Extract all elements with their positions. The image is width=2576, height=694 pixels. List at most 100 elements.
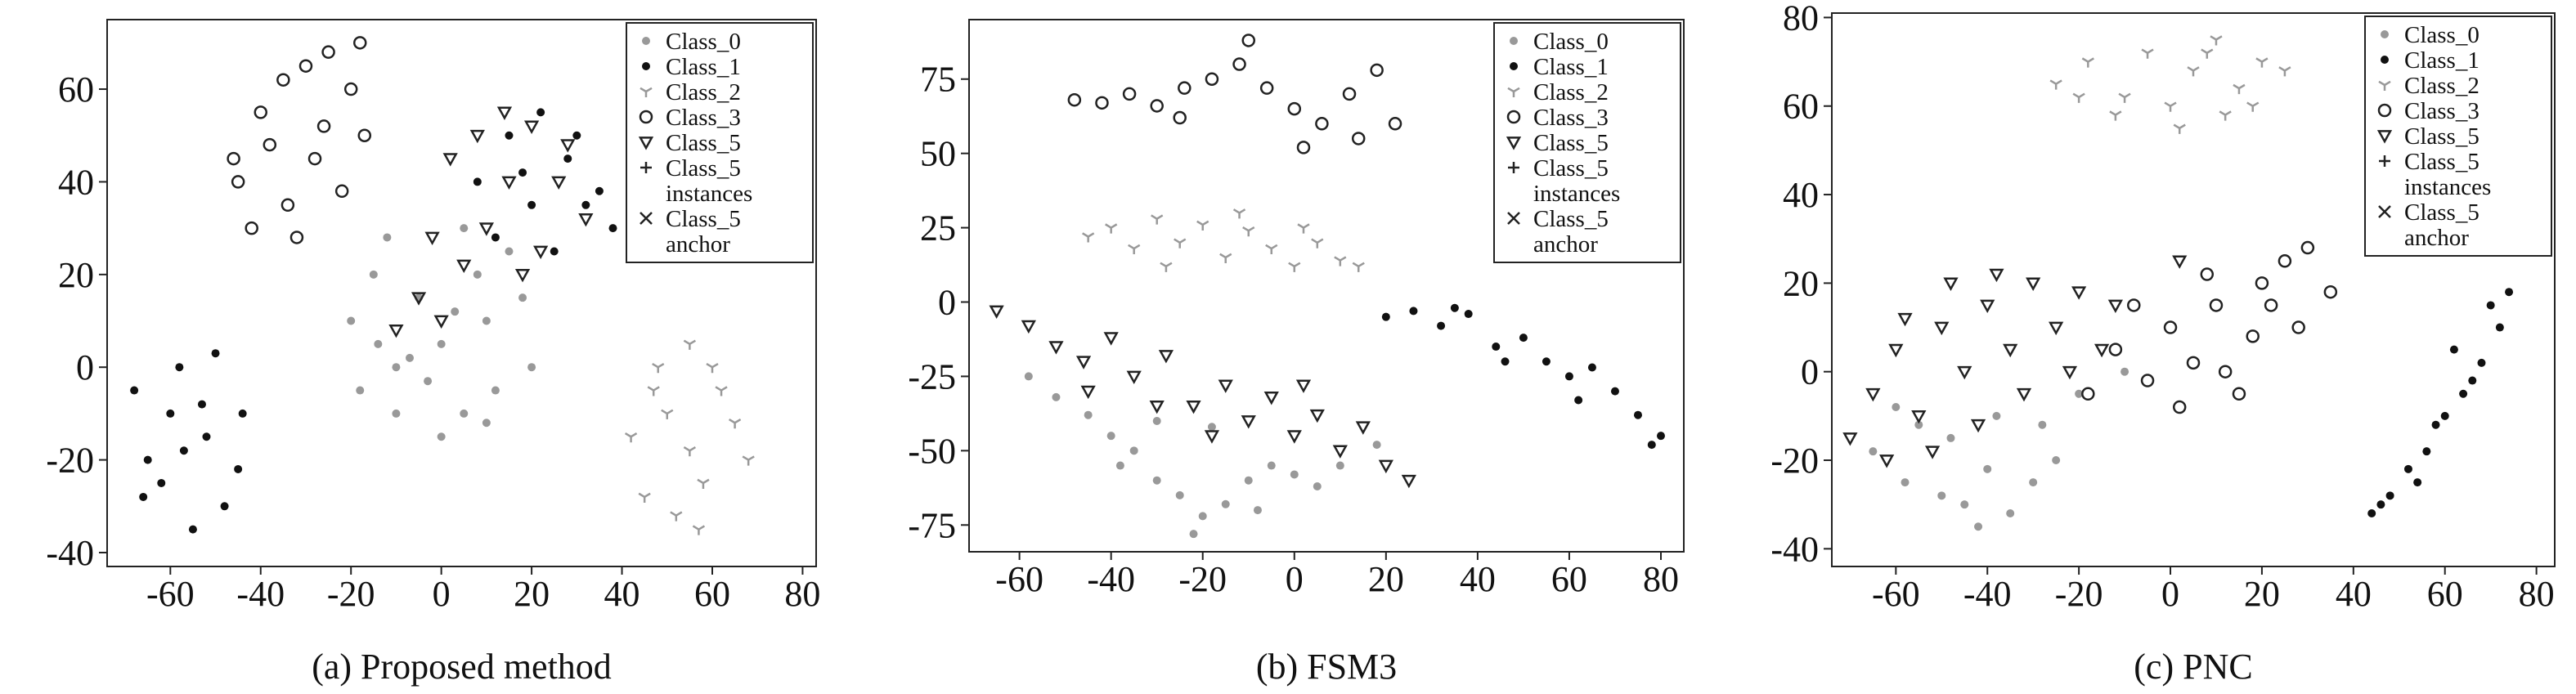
point bbox=[1334, 256, 1347, 266]
y-tick-label: -20 bbox=[46, 441, 94, 481]
point bbox=[437, 339, 446, 348]
point bbox=[2172, 255, 2188, 269]
point bbox=[560, 139, 576, 153]
point bbox=[1542, 357, 1551, 366]
point bbox=[1519, 334, 1528, 343]
point bbox=[2413, 478, 2422, 487]
y-tick-label: 40 bbox=[58, 162, 94, 202]
point bbox=[1158, 350, 1174, 364]
point bbox=[234, 464, 243, 473]
point bbox=[2140, 374, 2155, 387]
y-tick-label: 40 bbox=[1783, 175, 1819, 215]
point bbox=[2477, 358, 2486, 367]
point bbox=[1914, 420, 1923, 429]
point bbox=[2164, 101, 2177, 112]
point bbox=[2107, 299, 2124, 314]
point bbox=[139, 492, 148, 501]
point bbox=[581, 200, 590, 209]
point bbox=[245, 221, 258, 235]
legend-label: Class_5 instances bbox=[666, 155, 752, 207]
legend-label: Class_2 bbox=[666, 79, 741, 105]
legend-label: Class_5 instances bbox=[2404, 149, 2491, 200]
point bbox=[2403, 464, 2412, 473]
legend-marker bbox=[2377, 103, 2392, 118]
point bbox=[1122, 87, 1137, 101]
legend-label: Class_2 bbox=[1533, 79, 1609, 105]
x-tick-label: -20 bbox=[327, 574, 375, 614]
point bbox=[989, 305, 1004, 319]
legend-marker bbox=[640, 212, 653, 225]
point bbox=[1267, 461, 1276, 470]
point bbox=[1149, 400, 1165, 414]
point bbox=[1332, 445, 1348, 459]
point bbox=[2468, 376, 2477, 385]
point bbox=[356, 386, 365, 395]
point bbox=[1151, 214, 1164, 225]
point bbox=[527, 200, 536, 209]
point bbox=[514, 268, 531, 283]
point bbox=[2200, 267, 2215, 281]
point bbox=[1937, 491, 1946, 500]
point bbox=[347, 316, 356, 325]
point bbox=[2459, 389, 2468, 398]
caption: (a) Proposed method bbox=[312, 647, 612, 687]
x-tick-label: 0 bbox=[1286, 559, 1304, 599]
point bbox=[2431, 420, 2440, 429]
legend-marker bbox=[2378, 80, 2391, 91]
point bbox=[1492, 343, 1501, 351]
point bbox=[482, 419, 491, 428]
x-tick-label: 40 bbox=[604, 574, 640, 614]
point bbox=[1437, 321, 1446, 330]
point bbox=[1892, 403, 1901, 412]
point bbox=[1232, 57, 1246, 71]
point bbox=[2385, 491, 2394, 500]
point bbox=[392, 409, 401, 418]
point bbox=[1647, 441, 1656, 450]
point bbox=[2173, 123, 2186, 134]
legend-marker bbox=[2376, 130, 2393, 144]
legend-label: Class_5 anchor bbox=[666, 206, 741, 257]
y-tick-label: -40 bbox=[1770, 529, 1819, 569]
point bbox=[1409, 307, 1418, 316]
point bbox=[1106, 432, 1115, 441]
point bbox=[1564, 372, 1573, 381]
legend-label: Class_5 bbox=[2404, 123, 2480, 150]
point bbox=[1610, 387, 1619, 396]
point bbox=[2367, 509, 2376, 518]
point bbox=[1263, 392, 1279, 405]
x-tick-label: -20 bbox=[2055, 574, 2103, 614]
point bbox=[2186, 356, 2201, 370]
y-tick-label: -40 bbox=[46, 533, 94, 573]
point bbox=[1450, 303, 1459, 312]
point bbox=[1381, 312, 1390, 321]
point bbox=[2172, 400, 2187, 414]
y-tick-label: -25 bbox=[908, 356, 956, 396]
point bbox=[1879, 454, 1895, 468]
point bbox=[2486, 301, 2495, 310]
point bbox=[276, 73, 290, 87]
y-tick-label: 80 bbox=[1783, 0, 1819, 38]
point bbox=[1297, 223, 1310, 234]
legend-marker bbox=[640, 87, 653, 97]
point bbox=[1129, 446, 1138, 455]
point bbox=[383, 233, 392, 242]
point bbox=[451, 307, 460, 316]
point bbox=[1924, 446, 1941, 459]
point bbox=[2029, 478, 2038, 487]
legend-box bbox=[2364, 16, 2552, 257]
point bbox=[1287, 101, 1302, 116]
point bbox=[2038, 420, 2047, 429]
point bbox=[2163, 320, 2178, 334]
point bbox=[424, 231, 440, 246]
point bbox=[1095, 96, 1109, 110]
legend-label: Class_5 anchor bbox=[1533, 206, 1609, 257]
point bbox=[1221, 499, 1230, 508]
point bbox=[2075, 389, 2084, 398]
point bbox=[2300, 240, 2315, 255]
point bbox=[392, 363, 401, 372]
legend-marker bbox=[2381, 56, 2389, 64]
point bbox=[1309, 409, 1325, 423]
point bbox=[1992, 411, 2001, 420]
point bbox=[2006, 509, 2015, 518]
